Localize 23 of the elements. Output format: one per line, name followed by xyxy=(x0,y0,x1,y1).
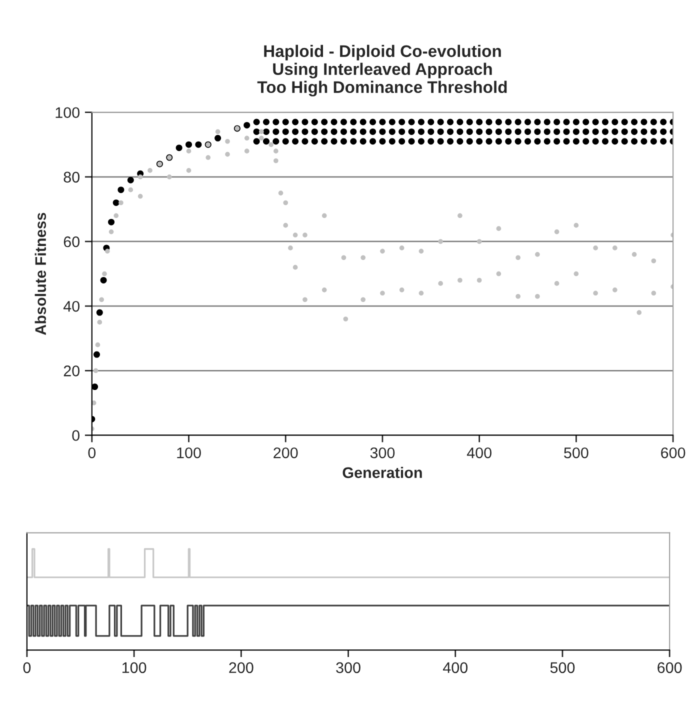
y-tick-label: 100 xyxy=(56,107,80,118)
chart-title: Haploid - Diploid Co-evolution Using Interleaved Approach Too High Dominance Threshold xyxy=(257,44,507,96)
x-tick-label: 100 xyxy=(122,662,146,674)
y-tick-label: 80 xyxy=(64,172,80,183)
x-tick-label: 400 xyxy=(442,662,468,674)
y-tick-label: 40 xyxy=(63,300,80,312)
x-tick-label: 500 xyxy=(550,662,575,674)
y-tick-label: 0 xyxy=(72,430,80,441)
x-tick-label: 500 xyxy=(564,447,588,458)
x-tick-label: 0 xyxy=(88,447,96,458)
x-tick-label: 300 xyxy=(336,662,360,674)
x-tick-label: 600 xyxy=(658,662,682,674)
x-tick-label: 600 xyxy=(661,447,686,458)
x-tick-label: 200 xyxy=(274,447,298,458)
x-tick-label: 0 xyxy=(23,662,31,674)
y-tick-label: 60 xyxy=(64,236,80,248)
y-tick-label: 20 xyxy=(64,366,80,376)
x-tick-label: 400 xyxy=(466,447,492,458)
x-tick-label: 100 xyxy=(177,447,201,458)
y-axis-title: Absolute Fitness xyxy=(34,212,46,335)
x-axis-title: Generation xyxy=(342,466,422,478)
x-tick-label: 300 xyxy=(370,447,395,458)
x-tick-label: 200 xyxy=(229,662,254,674)
